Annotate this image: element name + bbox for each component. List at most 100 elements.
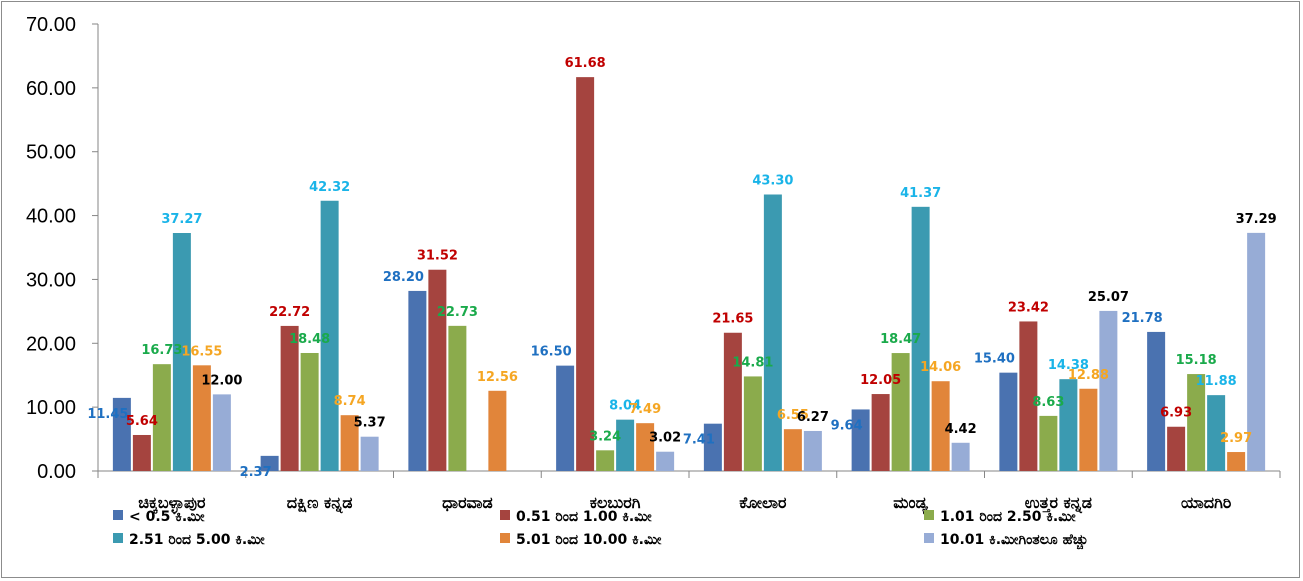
data-label: 16.73 (141, 343, 182, 358)
data-label: 22.72 (269, 305, 310, 320)
data-label: 42.32 (309, 180, 350, 195)
data-label: 16.55 (181, 344, 222, 359)
legend-swatch (500, 533, 510, 543)
x-category-label: ಕಲಬುರಗಿ (590, 493, 641, 512)
bar (448, 325, 467, 471)
bar (300, 352, 319, 471)
bar (1019, 321, 1038, 471)
data-label: 41.37 (900, 186, 941, 201)
y-tick-label: 40.00 (26, 206, 76, 228)
bar (1247, 232, 1266, 471)
bar (428, 269, 447, 471)
bar (656, 451, 675, 471)
data-label: 28.20 (383, 270, 424, 285)
bar (871, 394, 890, 471)
data-label: 6.93 (1160, 406, 1192, 421)
bar (360, 436, 379, 471)
x-category-label: ಚಿಕ್ಕಬಳ್ಳಾಪುರ (138, 493, 206, 515)
y-tick-label: 0.00 (37, 461, 76, 483)
bar (743, 376, 762, 471)
data-label: 6.55 (777, 408, 809, 423)
bar (576, 77, 595, 471)
bar (280, 325, 299, 471)
data-label: 16.50 (531, 345, 572, 360)
bar (1099, 310, 1118, 471)
bar (112, 397, 131, 471)
data-label: 61.68 (565, 56, 606, 71)
bar (636, 423, 655, 471)
data-label: 2.37 (240, 465, 272, 480)
data-label: 9.64 (831, 418, 863, 433)
bar (616, 419, 635, 471)
x-category-label: ಯಾದಗಿರಿ (1181, 493, 1232, 512)
data-label: 8.04 (609, 399, 641, 414)
data-label: 7.41 (683, 433, 715, 448)
legend-swatch (500, 510, 510, 520)
bar (192, 365, 211, 471)
bar (783, 429, 802, 471)
y-tick-label: 20.00 (26, 333, 76, 355)
bar (132, 434, 151, 471)
data-label: 31.52 (417, 249, 458, 264)
bar (172, 233, 191, 471)
data-label: 15.40 (974, 352, 1015, 367)
data-label: 23.42 (1008, 300, 1049, 315)
y-tick-label: 70.00 (26, 14, 76, 36)
bar (260, 455, 279, 471)
bar (1187, 374, 1206, 471)
bar (1079, 388, 1098, 471)
data-label: 18.48 (289, 332, 330, 347)
bar (851, 409, 870, 471)
bar (320, 200, 339, 471)
data-label: 37.27 (161, 212, 202, 227)
data-label: 6.27 (797, 410, 829, 425)
data-label: 21.65 (712, 312, 753, 327)
bar (408, 290, 427, 471)
bar (1059, 379, 1078, 471)
bar (1147, 331, 1166, 471)
x-category-label: ಧಾರವಾಡ (442, 493, 493, 512)
legend-swatch (924, 533, 934, 543)
bar (999, 372, 1018, 471)
bar (703, 423, 722, 471)
data-label: 11.45 (87, 407, 128, 422)
legend-label: 10.01 ಕಿ.ಮೀಗಿಂತಲೂ ಹೆಚ್ಚು (940, 532, 1088, 550)
bar (1207, 395, 1226, 471)
bar (152, 364, 171, 471)
data-label: 8.63 (1032, 395, 1064, 410)
data-label: 3.24 (589, 429, 621, 444)
data-label: 14.06 (920, 360, 961, 375)
bar (212, 394, 231, 471)
data-label: 12.56 (477, 370, 518, 385)
legend-swatch (113, 533, 123, 543)
bar (723, 332, 742, 471)
y-tick-label: 60.00 (26, 78, 76, 100)
data-label: 5.37 (354, 416, 386, 431)
bar (488, 390, 507, 471)
legend-label: 5.01 ರಿಂದ 10.00 ಕಿ.ಮೀ (516, 532, 662, 548)
bar (911, 206, 930, 471)
bar (596, 450, 615, 471)
data-label: 11.88 (1196, 374, 1237, 389)
x-category-label: ಉತ್ತರ ಕನ್ನಡ (1025, 493, 1092, 514)
data-label: 14.38 (1048, 358, 1089, 373)
y-tick-label: 30.00 (26, 269, 76, 291)
x-category-label: ದಕ್ಷಿಣ ಕನ್ನಡ (287, 493, 353, 514)
bar (951, 442, 970, 471)
x-category-label: ಕೋಲಾರ (739, 493, 787, 512)
data-label: 12.00 (201, 373, 242, 388)
y-tick-label: 10.00 (26, 397, 76, 419)
data-label: 37.29 (1236, 212, 1277, 227)
legend-label: < 0.5 ಕಿ.ಮೀ (129, 509, 206, 525)
data-label: 5.64 (126, 414, 158, 429)
bar (340, 415, 359, 471)
data-label: 14.81 (732, 355, 773, 370)
bar (1039, 415, 1058, 471)
legend-swatch (113, 510, 123, 520)
bar (763, 194, 782, 471)
legend-label: 2.51 ರಿಂದ 5.00 ಕಿ.ಮೀ (129, 532, 266, 548)
data-label: 22.73 (437, 305, 478, 320)
data-label: 43.30 (752, 173, 793, 188)
data-label: 8.74 (334, 394, 366, 409)
